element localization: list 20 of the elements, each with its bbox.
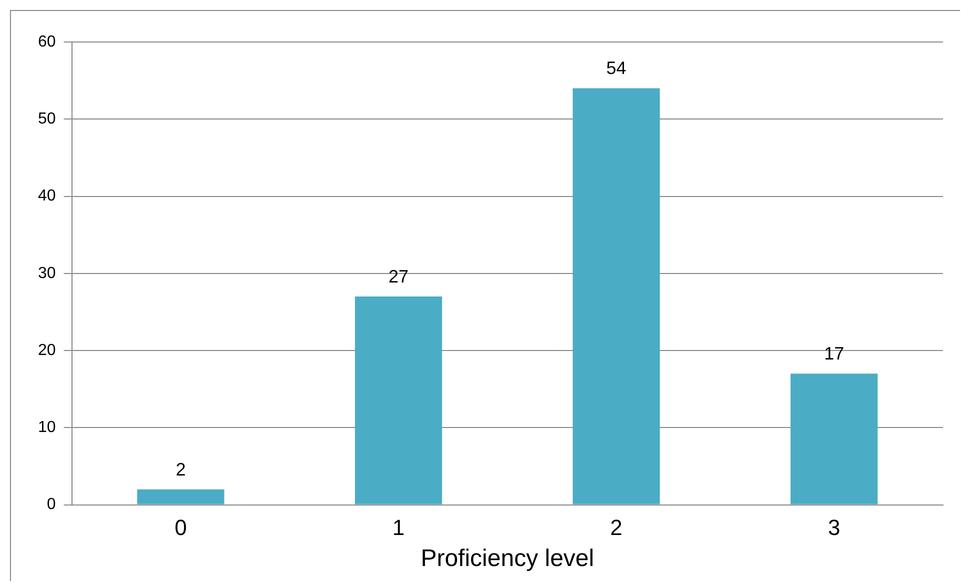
y-tick-label: 10 (38, 419, 56, 436)
data-label: 54 (606, 58, 626, 78)
bar (354, 296, 442, 504)
y-tick-label: 30 (38, 264, 56, 282)
y-tick-label: 60 (38, 33, 56, 50)
x-tick-label: 0 (174, 515, 187, 540)
data-label: 2 (176, 459, 186, 480)
x-tick-label: 2 (610, 515, 622, 540)
y-tick-label: 20 (38, 342, 56, 359)
data-label: 17 (824, 344, 844, 364)
y-tick-label: 50 (38, 110, 56, 128)
data-label: 27 (388, 266, 409, 287)
x-axis-title: Proficiency level (420, 545, 594, 572)
y-tick-label: 40 (38, 188, 56, 205)
x-tick-label: 3 (828, 515, 840, 540)
bar (572, 88, 660, 504)
x-tick-label: 1 (392, 515, 405, 540)
bar (137, 489, 224, 504)
bar (790, 374, 878, 504)
y-tick-label: 0 (46, 496, 56, 514)
